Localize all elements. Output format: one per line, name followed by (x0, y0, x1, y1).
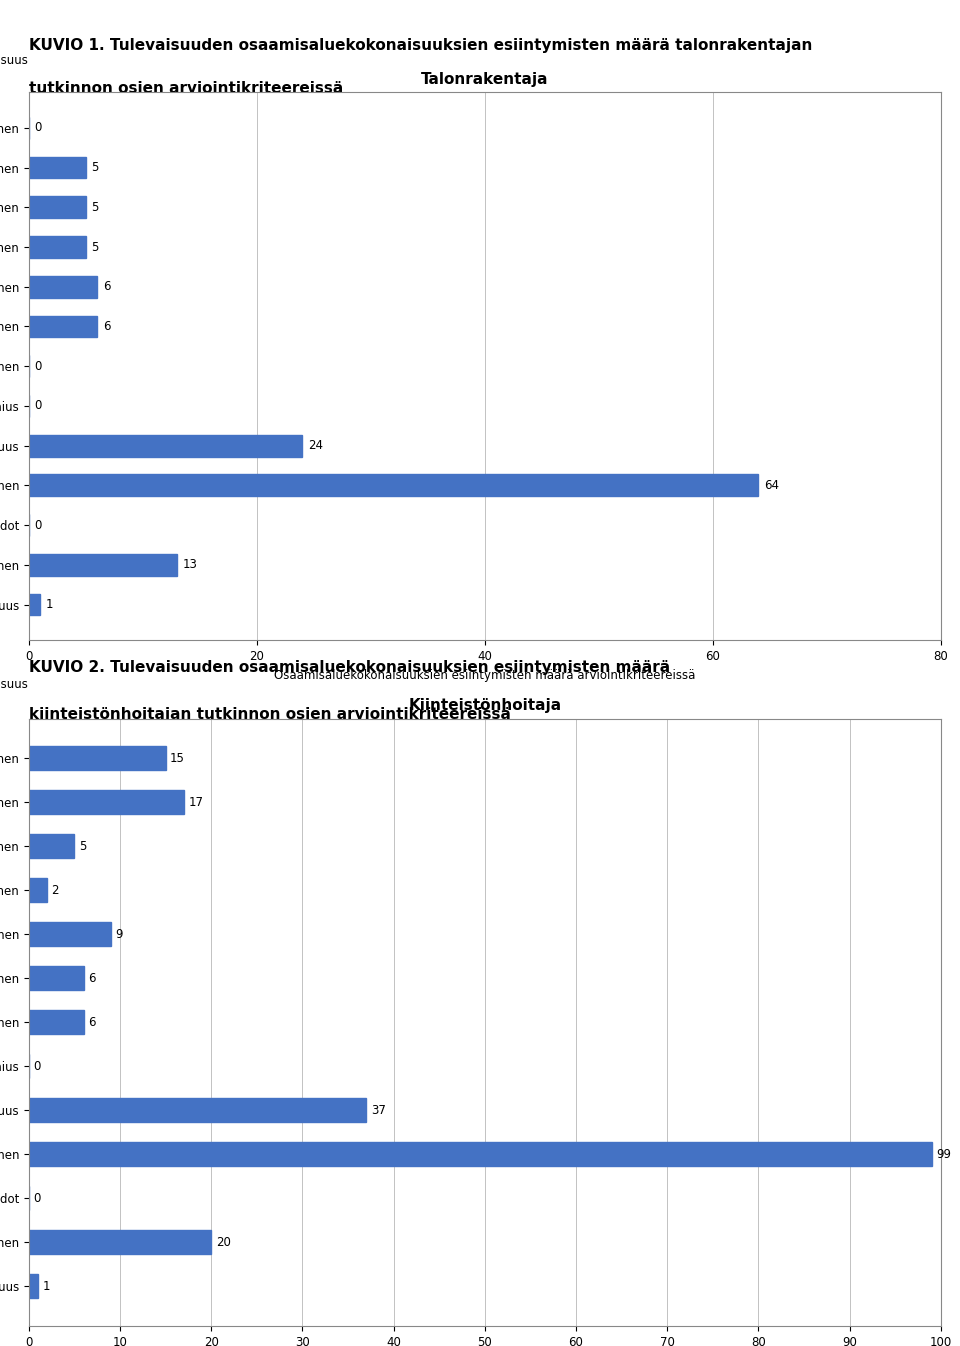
Bar (29, 553, 177, 576)
Text: 1: 1 (42, 1280, 50, 1292)
Bar (29, 197, 85, 218)
Text: KUVIO 2. Tulevaisuuden osaamisaluekokonaisuuksien esiintymisten määrä: KUVIO 2. Tulevaisuuden osaamisaluekokona… (29, 660, 670, 674)
Bar (29, 1230, 211, 1254)
Bar (29, 1143, 931, 1166)
Bar (29, 1275, 38, 1298)
Bar (29, 1010, 84, 1034)
Bar (29, 435, 302, 456)
Text: 6: 6 (88, 972, 96, 985)
Title: Kiinteistönhoitaja: Kiinteistönhoitaja (408, 699, 562, 713)
Text: 5: 5 (91, 162, 99, 174)
X-axis label: Osaamisaluekokonaisuuksien esiintymisten määrä arviointikriteereissä: Osaamisaluekokonaisuuksien esiintymisten… (275, 669, 695, 681)
Text: tutkinnon osien arviointikriteereissä: tutkinnon osien arviointikriteereissä (29, 81, 343, 96)
Text: 0: 0 (35, 121, 42, 135)
Text: 6: 6 (88, 1016, 96, 1028)
Text: 6: 6 (103, 320, 110, 332)
Text: 1: 1 (46, 598, 54, 611)
Bar (29, 790, 184, 814)
Text: 2: 2 (52, 884, 60, 896)
Text: 0: 0 (35, 359, 42, 373)
Bar (29, 966, 84, 991)
Bar (29, 1098, 367, 1123)
Text: 17: 17 (188, 795, 204, 809)
Text: 99: 99 (936, 1148, 951, 1160)
Bar (29, 594, 40, 615)
Bar (29, 315, 97, 338)
Text: 64: 64 (764, 479, 780, 491)
Text: Osaamisaluekokonaisuus: Osaamisaluekokonaisuus (0, 678, 28, 692)
Text: kiinteistönhoitajan tutkinnon osien arviointikriteereissä: kiinteistönhoitajan tutkinnon osien arvi… (29, 707, 511, 721)
Bar (29, 276, 97, 297)
Text: 0: 0 (35, 518, 42, 532)
Text: 13: 13 (182, 559, 198, 571)
Text: 0: 0 (34, 1059, 40, 1073)
Text: KUVIO 1. Tulevaisuuden osaamisaluekokonaisuuksien esiintymisten määrä talonraken: KUVIO 1. Tulevaisuuden osaamisaluekokona… (29, 38, 812, 52)
Bar (29, 746, 166, 770)
Text: Osaamisaluekokonaisuus: Osaamisaluekokonaisuus (0, 54, 28, 67)
Text: 15: 15 (170, 752, 185, 765)
Text: 5: 5 (79, 840, 86, 853)
Bar (29, 474, 758, 497)
Text: 37: 37 (371, 1104, 386, 1117)
Title: Talonrakentaja: Talonrakentaja (421, 71, 548, 86)
Text: 9: 9 (115, 927, 123, 941)
Bar (29, 922, 111, 946)
Text: 0: 0 (35, 400, 42, 412)
Text: 5: 5 (91, 201, 99, 214)
Bar (29, 236, 85, 258)
Text: 0: 0 (34, 1191, 40, 1205)
Bar (29, 156, 85, 179)
Text: 5: 5 (91, 241, 99, 253)
Bar (29, 835, 75, 859)
Text: 20: 20 (216, 1236, 230, 1249)
Text: 24: 24 (308, 439, 324, 452)
Text: 6: 6 (103, 280, 110, 293)
Bar (29, 878, 47, 902)
